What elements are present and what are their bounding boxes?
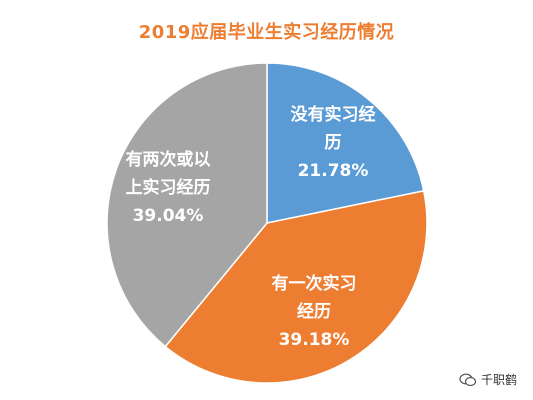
watermark: 千职鹤 xyxy=(459,371,517,388)
pie-slice xyxy=(164,189,428,384)
slice-label: 有两次或以上实习经历 39.04% xyxy=(126,149,211,226)
pie-slice xyxy=(106,62,268,348)
watermark-text: 千职鹤 xyxy=(480,373,517,387)
chart-title: 2019应届毕业生实习经历情况 xyxy=(138,22,395,43)
pie-slice xyxy=(266,62,425,224)
wechat-icon xyxy=(459,373,477,386)
slice-label: 没有实习经历 21.78% xyxy=(291,104,376,181)
slice-label: 有一次实习经历 39.18% xyxy=(272,273,357,350)
